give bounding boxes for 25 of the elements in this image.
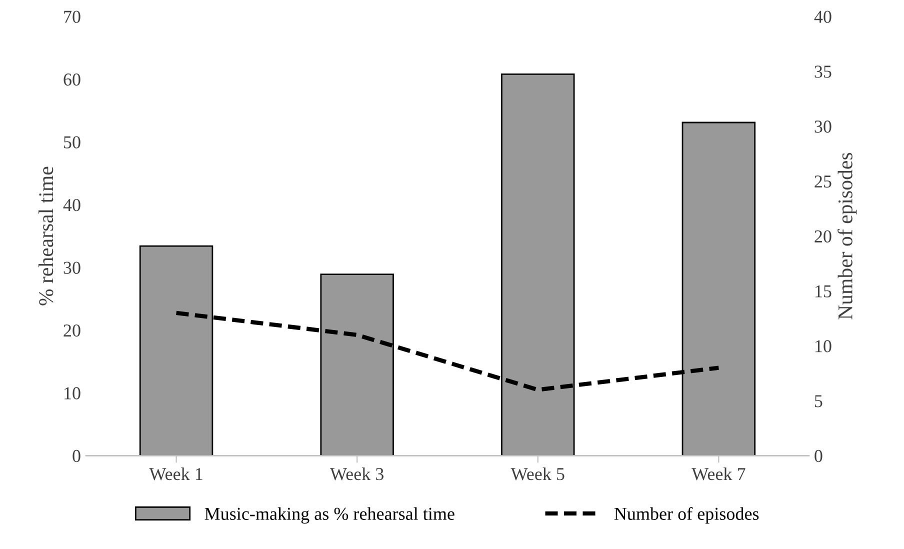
- x-tick-label: Week 3: [330, 467, 384, 480]
- legend-label: Number of episodes: [614, 507, 759, 524]
- y2-axis-title: Number of episodes: [838, 152, 857, 320]
- x-tick-label: Week 1: [149, 467, 202, 480]
- y-tick-label: 50: [64, 136, 80, 148]
- legend-label: Music-making as % rehearsal time: [204, 507, 454, 524]
- y-tick-label: 20: [64, 324, 80, 337]
- y-tick-label: 10: [64, 387, 80, 400]
- y-tick-label: 30: [64, 262, 80, 274]
- x-tick-label: Week 7: [692, 467, 746, 480]
- y2-tick-label: 10: [816, 340, 832, 352]
- y2-tick-label: 5: [814, 395, 822, 408]
- y2-tick-label: 35: [814, 66, 832, 78]
- y-axis-title: % rehearsal time: [38, 166, 54, 306]
- y-tick-label: 40: [63, 198, 80, 212]
- y2-tick-label: 25: [814, 175, 832, 188]
- y-tick-label: 60: [64, 73, 80, 86]
- y-tick-label: 0: [72, 450, 80, 462]
- y-tick-label: 70: [64, 10, 80, 23]
- y2-tick-label: 20: [814, 230, 832, 243]
- y2-tick-label: 15: [816, 285, 832, 298]
- y2-tick-label: 30: [814, 120, 832, 133]
- y2-tick-label: 40: [814, 10, 832, 23]
- x-tick-label: Week 5: [510, 467, 564, 480]
- y2-tick-label: 0: [814, 450, 822, 462]
